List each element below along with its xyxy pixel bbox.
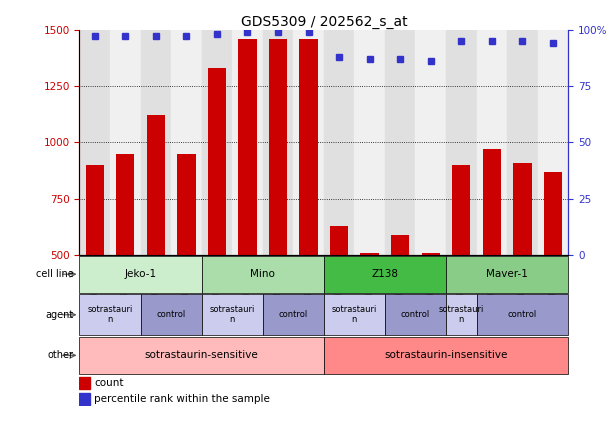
Bar [324,256,446,293]
Bar [360,253,379,255]
Text: cell line: cell line [35,269,73,279]
Text: Maver-1: Maver-1 [486,269,528,279]
Bar [477,30,507,255]
Text: other: other [47,350,73,360]
Bar [324,337,568,374]
Text: sotrastauri
n: sotrastauri n [332,305,377,324]
Text: Mino: Mino [251,269,275,279]
Bar [544,172,562,255]
Bar [177,154,196,255]
Bar [422,253,440,255]
Bar [79,256,202,293]
Text: control: control [279,310,308,319]
Bar [79,294,141,335]
Bar [79,337,324,374]
Bar [202,256,324,293]
Bar [238,38,257,255]
Bar [446,294,477,335]
Text: sotrastauri
n: sotrastauri n [439,305,484,324]
Bar [202,30,232,255]
Bar [147,115,165,255]
Text: sotrastauri
n: sotrastauri n [210,305,255,324]
Bar [415,30,446,255]
Bar [79,393,90,404]
Bar [385,30,415,255]
Bar [446,256,568,293]
Bar [391,235,409,255]
Text: Jeko-1: Jeko-1 [125,269,156,279]
Bar [263,30,293,255]
Bar [171,30,202,255]
Bar [385,294,446,335]
Bar [263,294,324,335]
Bar [293,30,324,255]
Bar [202,294,263,335]
Bar [269,38,287,255]
Text: control: control [508,310,537,319]
Bar [86,165,104,255]
Text: count: count [94,378,123,388]
Text: agent: agent [45,310,73,320]
Text: sotrastaurin-insensitive: sotrastaurin-insensitive [384,350,508,360]
Bar [141,294,202,335]
Bar [299,38,318,255]
Bar [507,30,538,255]
Bar [324,30,354,255]
Text: control: control [156,310,186,319]
Bar [483,149,501,255]
Text: sotrastauri
n: sotrastauri n [87,305,133,324]
Bar [354,30,385,255]
Bar [452,165,470,255]
Bar [513,162,532,255]
Text: Z138: Z138 [371,269,398,279]
Bar [79,377,90,389]
Text: percentile rank within the sample: percentile rank within the sample [94,393,270,404]
Bar [538,30,568,255]
Bar [110,30,141,255]
Bar [79,30,110,255]
Bar [232,30,263,255]
Bar [116,154,134,255]
Title: GDS5309 / 202562_s_at: GDS5309 / 202562_s_at [241,14,407,29]
Text: control: control [401,310,430,319]
Text: sotrastaurin-sensitive: sotrastaurin-sensitive [145,350,258,360]
Bar [477,294,568,335]
Bar [141,30,171,255]
Bar [330,226,348,255]
Bar [208,68,226,255]
Bar [324,294,385,335]
Bar [446,30,477,255]
